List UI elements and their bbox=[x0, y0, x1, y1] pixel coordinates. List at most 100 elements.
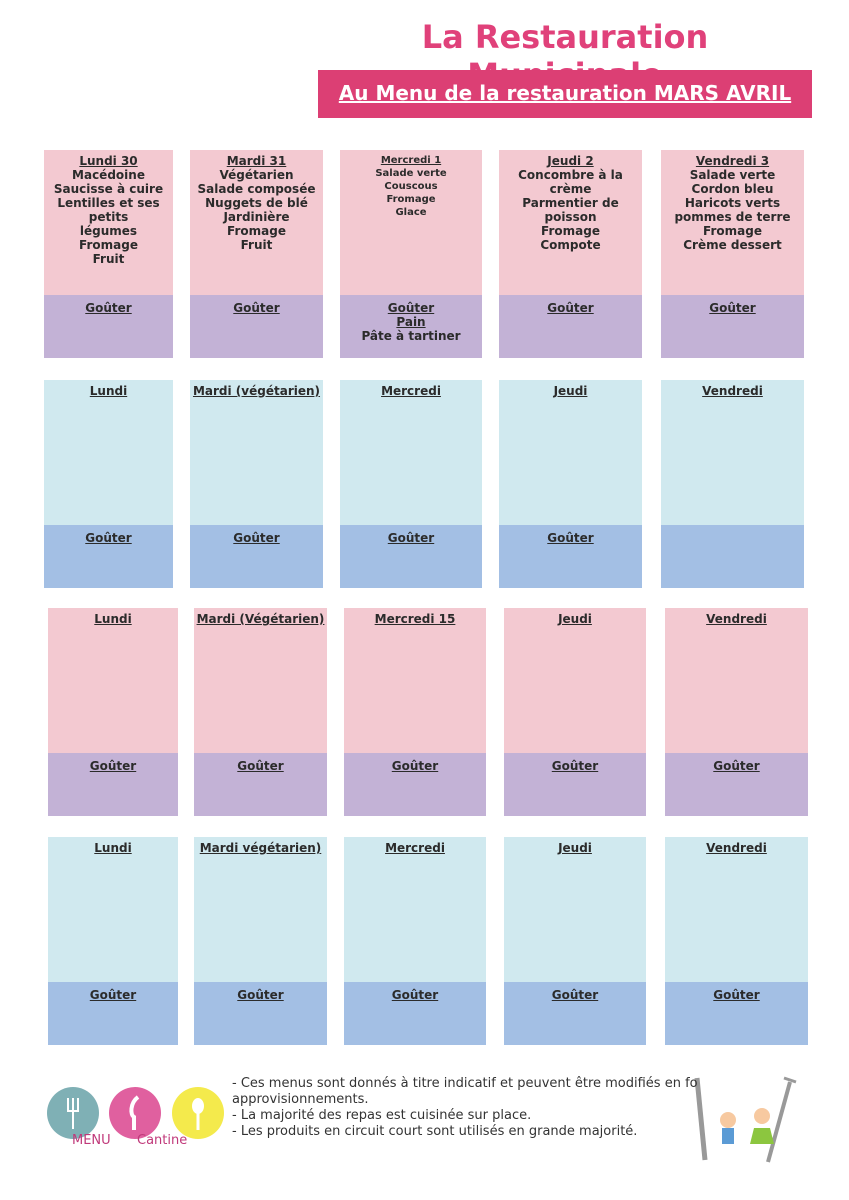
day-header: Mardi (végétarien) bbox=[192, 384, 321, 398]
snack-label: Goûter bbox=[713, 988, 760, 1002]
day-header: Vendredi 3 bbox=[695, 154, 770, 168]
meal-cell: Lundi 30 Macédoine Saucisse à cuire Lentill… bbox=[44, 150, 173, 295]
menu-item: Compote bbox=[540, 238, 601, 252]
snack-cell: Goûter bbox=[344, 982, 486, 1045]
snack-cell: Goûter bbox=[194, 982, 327, 1045]
day-header: Jeudi bbox=[558, 612, 592, 626]
day-header: Mercredi 1 bbox=[380, 155, 442, 166]
meal-cell: Lundi bbox=[48, 608, 178, 753]
meal-cell: Lundi bbox=[44, 380, 173, 525]
menu-item: Concombre à la bbox=[518, 168, 623, 182]
meal-cell: Mardi végétarien) bbox=[194, 837, 327, 982]
day-header: Vendredi bbox=[702, 384, 763, 398]
snack-label: Goûter bbox=[713, 759, 760, 773]
day-header: Jeudi bbox=[558, 841, 592, 855]
menu-item: légumes bbox=[79, 224, 138, 238]
snack-label: Goûter bbox=[709, 301, 756, 315]
day-header: Vendredi bbox=[706, 612, 767, 626]
menu-item: Végétarien bbox=[219, 168, 294, 182]
note-line: - La majorité des repas est cuisinée sur… bbox=[232, 1108, 532, 1123]
notes: - Ces menus sont donnés à titre indicati… bbox=[232, 1076, 698, 1140]
meal-cell: Mardi (Végétarien) bbox=[194, 608, 327, 753]
menu-item: Fromage bbox=[227, 224, 286, 238]
menu-item: Fromage bbox=[79, 238, 138, 252]
menu-item: Nuggets de blé bbox=[205, 196, 308, 210]
snack-label: Goûter bbox=[547, 531, 594, 545]
menu-item: Fromage bbox=[541, 224, 600, 238]
menu-item: Salade verte bbox=[375, 168, 447, 179]
meal-cell: Mercredi 15 bbox=[344, 608, 486, 753]
day-header: Lundi bbox=[94, 841, 132, 855]
menu-item: Salade composée bbox=[197, 182, 316, 196]
day-header: Mardi 31 bbox=[226, 154, 287, 168]
menu-item: pommes de terre bbox=[674, 210, 791, 224]
logo-word: MENU bbox=[72, 1133, 111, 1148]
day-header: Jeudi bbox=[553, 384, 588, 398]
snack-label: Goûter bbox=[89, 759, 137, 773]
snack-label: Goûter bbox=[85, 301, 132, 315]
menu-item: Lentilles et ses petits bbox=[57, 196, 160, 224]
note-line: approvisionnements. bbox=[232, 1092, 369, 1107]
day-header: Mercredi bbox=[381, 384, 441, 398]
meal-cell: Jeudi 2 Concombre à la crème Parmentier de p… bbox=[499, 150, 642, 295]
snack-label: Goûter bbox=[89, 988, 137, 1002]
snack-cell: Goûter bbox=[48, 982, 178, 1045]
meal-cell: Mercredi bbox=[340, 380, 482, 525]
snack-label: Goûter bbox=[85, 531, 132, 545]
menu-item: Fruit bbox=[92, 252, 125, 266]
logo-word: Cantine bbox=[137, 1133, 188, 1148]
menu-item: Macédoine bbox=[72, 168, 145, 182]
snack-label: Goûter bbox=[551, 759, 599, 773]
snack-label: Goûter bbox=[237, 759, 284, 773]
day-header: Lundi bbox=[94, 612, 132, 626]
snack-label: Goûter bbox=[547, 301, 594, 315]
menu-item: Salade verte bbox=[689, 168, 776, 182]
menu-item: Cordon bleu bbox=[691, 182, 774, 196]
menu-item: Parmentier de bbox=[522, 196, 619, 210]
day-header: Mardi végétarien) bbox=[199, 841, 322, 855]
meal-cell: Vendredi bbox=[665, 608, 808, 753]
snack-label: Goûter bbox=[391, 759, 439, 773]
menu-item: poisson bbox=[544, 210, 597, 224]
meal-cell: Mercredi bbox=[344, 837, 486, 982]
snack-cell: Goûter bbox=[48, 753, 178, 816]
snack-label: Goûter bbox=[387, 301, 435, 315]
snack-cell: Goûter bbox=[499, 525, 642, 588]
meal-cell: Mercredi 1 Salade verte Couscous Fromage Gla… bbox=[340, 150, 482, 295]
note-line: - Les produits en circuit court sont uti… bbox=[232, 1124, 638, 1139]
menu-item: Glace bbox=[395, 207, 427, 218]
subtitle: Au Menu de la restauration MARS AVRIL bbox=[318, 70, 812, 118]
day-header: Mardi (Végétarien) bbox=[196, 612, 325, 626]
day-header: Mercredi bbox=[385, 841, 445, 855]
note-line: - Ces menus sont donnés à titre indicati… bbox=[232, 1076, 698, 1091]
snack-label: Goûter bbox=[237, 988, 284, 1002]
menu-item: Saucisse à cuire bbox=[53, 182, 164, 196]
snack-cell: Goûter bbox=[194, 753, 327, 816]
menu-item: Fromage bbox=[386, 194, 436, 205]
snack-cell: Goûter bbox=[344, 753, 486, 816]
snack-label: Goûter bbox=[387, 531, 435, 545]
meal-cell: Vendredi 3 Salade verte Cordon bleu Haricot… bbox=[661, 150, 804, 295]
snack-label: Goûter bbox=[233, 531, 280, 545]
snack-cell: Goûter bbox=[665, 982, 808, 1045]
snack-item: Pain bbox=[396, 315, 426, 329]
snack-cell: Goûter bbox=[499, 295, 642, 358]
day-header: Jeudi 2 bbox=[547, 154, 594, 168]
day-header: Mercredi 15 bbox=[374, 612, 456, 626]
day-header: Vendredi bbox=[706, 841, 767, 855]
menu-item: crème bbox=[549, 182, 592, 196]
menu-item: Jardinière bbox=[223, 210, 290, 224]
snack-cell: Goûter bbox=[340, 525, 482, 588]
meal-cell: Jeudi bbox=[504, 837, 646, 982]
snack-cell: Goûter bbox=[504, 982, 646, 1045]
snack-label: Goûter bbox=[233, 301, 280, 315]
menu-item: Fromage bbox=[703, 224, 762, 238]
meal-cell: Jeudi bbox=[504, 608, 646, 753]
snack-item: Pâte à tartiner bbox=[361, 329, 461, 343]
snack-cell: Goûter bbox=[190, 295, 323, 358]
menu-item: Couscous bbox=[384, 181, 438, 192]
day-header: Lundi bbox=[89, 384, 128, 398]
snack-cell: Goûter bbox=[504, 753, 646, 816]
meal-cell: Lundi bbox=[48, 837, 178, 982]
